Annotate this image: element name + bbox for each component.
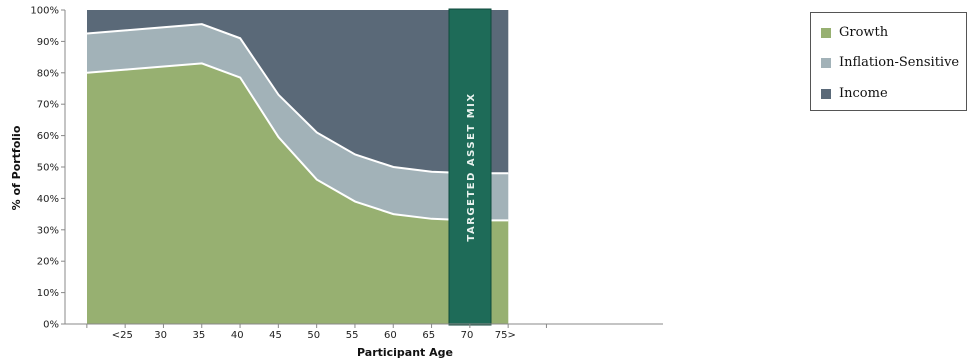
targeted-asset-mix-band: TARGETED ASSET MIX xyxy=(448,8,492,326)
area-income xyxy=(87,10,509,174)
x-tick-label: 30 xyxy=(154,330,167,341)
legend-label-inflation-sensitive: Inflation-Sensitive xyxy=(839,55,960,70)
boundary-line-2 xyxy=(86,23,509,175)
x-tick-label: 60 xyxy=(384,330,397,341)
y-tick-label: 20% xyxy=(37,257,59,268)
area-growth xyxy=(87,63,509,324)
x-tick-label: 55 xyxy=(346,330,359,341)
y-tick-label: 80% xyxy=(37,68,59,79)
y-tick-label: 90% xyxy=(37,37,59,48)
axes: 0% 10% 20% 30% 40% 50% 60% 70% 80% 90% 100% <25 30 35… xyxy=(30,6,663,341)
targeted-band-rect xyxy=(448,8,492,326)
y-tick-label: 30% xyxy=(37,225,59,236)
y-tick-label: 0% xyxy=(43,320,59,331)
boundary-line-1 xyxy=(86,62,509,222)
x-tick-label: 45 xyxy=(269,330,282,341)
stacked-areas xyxy=(86,10,509,324)
area-inflation-sensitive xyxy=(87,24,509,221)
x-tick-label: 35 xyxy=(193,330,206,341)
y-tick-label: 60% xyxy=(37,131,59,142)
targeted-band-label: TARGETED ASSET MIX xyxy=(466,92,477,241)
legend-item-inflation-sensitive: Inflation-Sensitive xyxy=(821,55,959,70)
legend-swatch-growth xyxy=(821,27,831,38)
x-tick-label: 40 xyxy=(231,330,244,341)
legend-label-growth: Growth xyxy=(839,25,889,40)
y-tick-label: 40% xyxy=(37,194,59,205)
y-tick-label: 100% xyxy=(30,6,59,17)
x-tick-label: 65 xyxy=(422,330,435,341)
y-tick-label: 70% xyxy=(37,100,59,111)
y-axis-title: % of Portfolio xyxy=(10,125,23,210)
legend: Growth Inflation-Sensitive Income xyxy=(810,12,967,111)
x-tick-label: <25 xyxy=(112,330,133,341)
legend-swatch-inflation-sensitive xyxy=(821,57,831,68)
legend-label-income: Income xyxy=(839,86,888,101)
legend-swatch-income xyxy=(821,88,831,99)
y-tick-label: 50% xyxy=(37,163,59,174)
x-axis-title: Participant Age xyxy=(357,346,453,359)
y-tick-label: 10% xyxy=(37,288,59,299)
legend-item-income: Income xyxy=(821,86,888,101)
x-tick-label: 70 xyxy=(461,330,474,341)
legend-item-growth: Growth xyxy=(821,25,888,40)
x-tick-label: 50 xyxy=(307,330,320,341)
x-tick-label: 75> xyxy=(495,330,516,341)
